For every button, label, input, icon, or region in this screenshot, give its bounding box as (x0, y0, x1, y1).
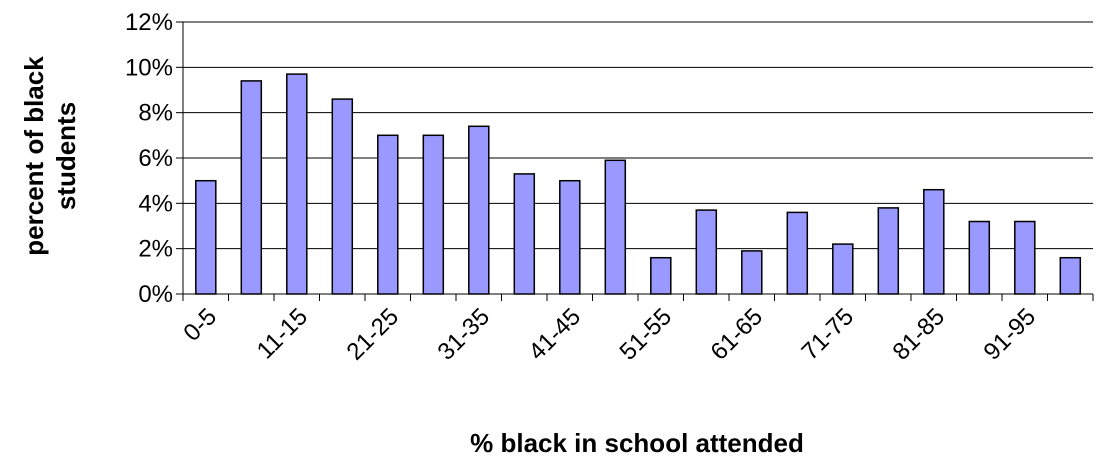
bar-56-60 (695, 209, 718, 295)
bar-66-70 (786, 211, 809, 295)
bars (195, 73, 1082, 295)
x-tick-label: 71-75 (797, 303, 860, 366)
axes (176, 21, 1094, 301)
y-tick-label: 2% (138, 236, 173, 263)
bar-61-65 (741, 250, 763, 295)
y-tick-label: 10% (125, 54, 173, 81)
x-tick-labels: 0-5 11-15 21-25 31-35 41-45 51-55 61-65 71-75 81… (178, 303, 1041, 366)
y-tick-label: 6% (138, 145, 173, 172)
x-tick-label: 11-15 (252, 303, 313, 364)
bar-0-5 (195, 179, 217, 295)
x-tick-label: 0-5 (178, 303, 222, 347)
gridlines (183, 21, 1093, 250)
y-tick-labels: 0% 2% 4% 6% 8% 10% 12% (125, 9, 173, 308)
bar-6-10 (240, 80, 263, 295)
bar-76-80 (877, 207, 900, 295)
x-tick-label: 91-95 (979, 303, 1042, 366)
y-axis-title-line2: students (51, 102, 81, 210)
y-tick-label: 12% (125, 9, 173, 36)
x-tick-label: 31-35 (433, 303, 496, 366)
bar-16-20 (331, 98, 354, 295)
bar-86-90 (968, 220, 991, 295)
x-tick-label: 51-55 (615, 303, 678, 366)
bar-81-85 (923, 188, 945, 295)
bar-51-55 (650, 256, 672, 295)
x-tick-label: 81-85 (888, 303, 951, 366)
y-tick-label: 8% (138, 100, 173, 127)
bar-41-45 (559, 179, 581, 295)
bar-26-30 (422, 134, 445, 295)
x-tick-label: 41-45 (524, 303, 587, 366)
bar-71-75 (832, 243, 854, 295)
x-tick-label: 61-65 (706, 303, 769, 366)
bar-36-40 (513, 173, 536, 295)
bar-96-100 (1059, 256, 1082, 295)
y-tick-label: 4% (138, 190, 173, 217)
y-tick-label: 0% (138, 281, 173, 308)
x-axis-title: % black in school attended (470, 428, 804, 458)
bar-31-35 (468, 125, 490, 295)
bar-91-95 (1014, 220, 1036, 295)
bar-11-15 (286, 73, 308, 295)
bar-21-25 (377, 134, 399, 295)
x-tick-label: 21-25 (342, 303, 405, 366)
y-axis-title-line1: percent of black (19, 56, 49, 256)
bar-46-50 (604, 159, 627, 295)
